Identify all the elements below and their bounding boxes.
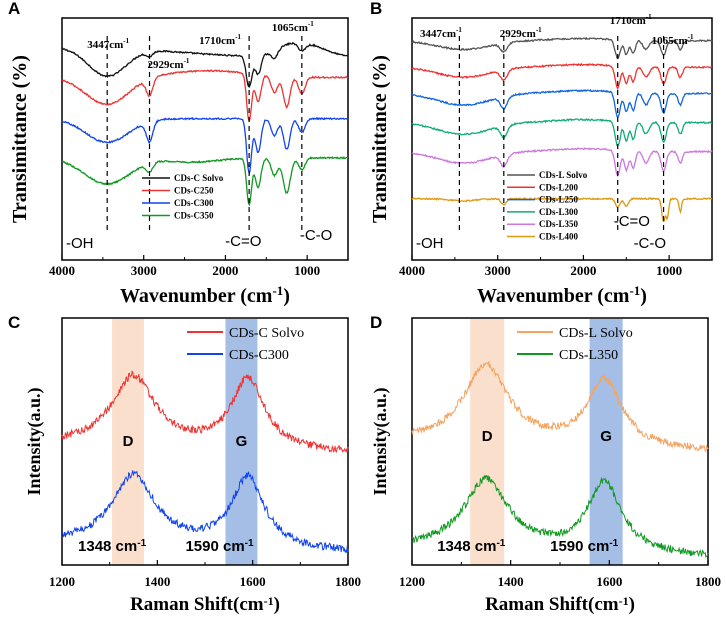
panel-b: 4000 3000 2000 1000 3447cm-1 -OH 2929cm-1 1710c… [369,0,713,307]
peak-label: 1710cm-1 [199,33,241,47]
x-tick-label: 2000 [212,263,238,278]
legend-entry: CDs-C300 [174,198,214,208]
y-axis-title: Transimittance (%) [369,55,391,223]
group-label: -OH [66,235,94,252]
x-axis-title: Wavenumber (cm-1) [477,283,647,307]
band-center-label: 1348 cm-1 [437,538,506,555]
legend-entry: CDs-C350 [174,211,214,221]
band-center-label: 1590 cm-1 [185,538,254,555]
x-tick-label: 4000 [49,263,75,278]
group-label: -C-O [300,227,333,244]
peak-label: 1065cm-1 [652,33,694,47]
legend-entry: CDs-C Solvo [174,173,224,183]
band-d [112,319,144,565]
y-axis-title: Intensity(a.u.) [24,387,45,495]
y-axis-title: Transimittance (%) [9,55,31,223]
x-tick-label: 1400 [498,574,524,589]
group-label: -C=O [225,233,261,250]
x-axis-title: Wavenumber (cm-1) [120,283,290,307]
x-tick-label: 1200 [399,574,425,589]
legend-entry: CDs-L200 [539,182,579,192]
series-line-cds-c300 [61,116,349,175]
legend-entry: CDs-C300 [229,348,289,363]
x-tick-label: 1200 [49,574,75,589]
legend-entry: CDs-C Solvo [229,326,304,341]
x-tick-label: 1800 [695,574,721,589]
group-label: -OH [416,235,444,252]
peak-label: 3447cm-1 [87,37,129,51]
series-line-cds-l200 [412,62,713,91]
band-name-label: G [600,428,612,445]
x-tick-label: 2000 [570,263,596,278]
legend-entry: CDs-L350 [539,219,579,229]
series-line-cds-c-solvo [61,41,349,88]
band-name-label: D [123,433,134,450]
x-tick-label: 3000 [485,263,511,278]
legend-entry: CDs-L400 [539,232,579,242]
panel-letter: B [370,0,382,18]
band-d [470,319,505,565]
peak-label: 2929cm-1 [500,26,542,40]
x-axis-title: Raman Shift(cm-1) [485,594,635,615]
x-tick-label: 1000 [294,263,320,278]
band-name-label: D [482,428,493,445]
panel-letter: C [8,313,20,332]
series-line-cds-c250 [61,69,349,122]
panel-a: 4000 3000 2000 1000 3447cm-1 -OH 2929cm-1 1710c… [8,0,349,307]
x-tick-label: 1600 [240,574,266,589]
band-g [225,319,258,565]
group-label: -C-O [634,235,667,252]
series-line-cds-c350 [61,155,349,207]
series-line-cds-l350 [411,147,713,177]
panel-letter: A [8,0,20,18]
series-line-cds-c-solvo [61,370,349,454]
x-tick-label: 1800 [335,574,361,589]
series-line-cds-l250 [411,88,713,119]
legend-entry: CDs-L350 [559,348,618,363]
series-line-cds-l-solvo [411,36,713,59]
peak-label: 1710cm-1 [610,13,652,27]
plot-frame [411,17,713,261]
legend-entry: CDs-L Solvo [559,326,633,341]
legend-entry: CDs-C250 [174,186,214,196]
band-center-label: 1348 cm-1 [78,538,147,555]
panel-letter: D [370,313,382,332]
series-line-cds-l-solvo [411,361,709,453]
band-center-label: 1590 cm-1 [550,538,619,555]
x-tick-label: 1600 [596,574,622,589]
series-line-cds-l400 [411,196,713,223]
plot-frame [61,17,349,261]
panel-c: 1200 1400 1600 1800 D 1348 cm-1 G 1590 cm-1 CDs-… [8,313,361,615]
x-axis-title: Raman Shift(cm-1) [130,594,280,615]
group-label: -C=O [614,213,650,230]
x-tick-label: 4000 [399,263,425,278]
x-tick-label: 3000 [131,263,157,278]
panel-d: 1200 1400 1600 1800 D 1348 cm-1 G 1590 cm-1 CDs-… [370,313,721,615]
y-axis-title: Intensity(a.u.) [370,387,391,495]
x-tick-label: 1000 [656,263,682,278]
legend-entry: CDs-L250 [539,195,579,205]
series-line-cds-c300 [61,470,349,554]
legend-entry: CDs-L300 [539,207,579,217]
peak-label: 2929cm-1 [148,57,190,71]
peak-label: 1065cm-1 [272,20,314,34]
legend-entry: CDs-L Solvo [539,170,588,180]
series-line-cds-l300 [411,118,712,147]
x-tick-label: 1400 [144,574,170,589]
series-line-cds-l350 [411,474,709,558]
band-name-label: G [236,433,248,450]
band-g [589,319,623,565]
peak-label: 3447cm-1 [420,26,462,40]
